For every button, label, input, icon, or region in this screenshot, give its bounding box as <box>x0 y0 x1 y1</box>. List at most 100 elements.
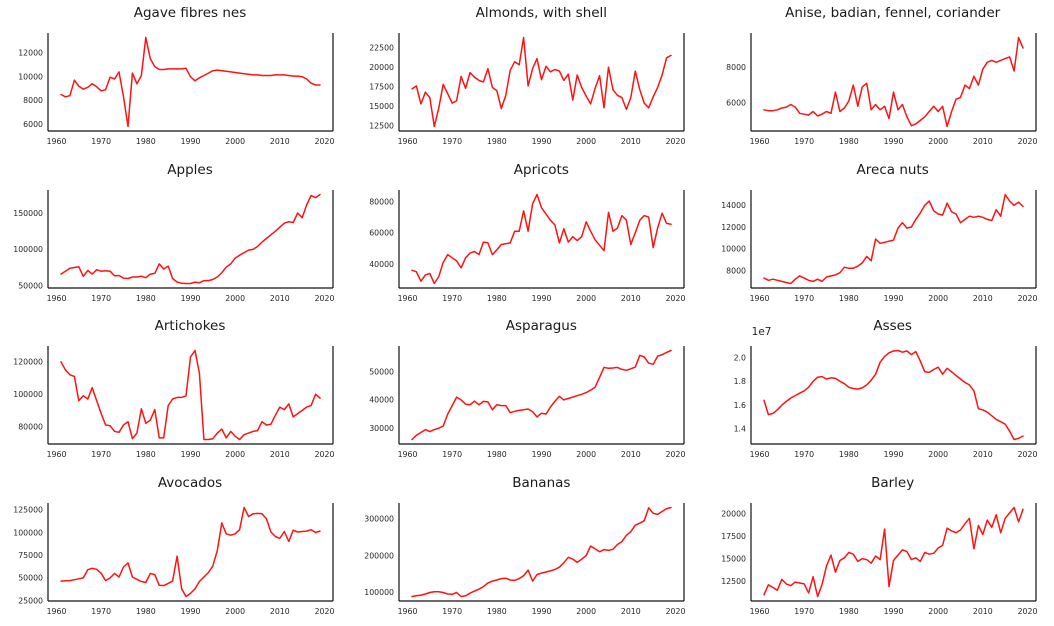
svg-text:8000: 8000 <box>726 266 746 275</box>
svg-text:2010: 2010 <box>270 137 290 146</box>
svg-text:1970: 1970 <box>443 450 463 459</box>
svg-text:2010: 2010 <box>621 607 641 616</box>
chart-title: Almonds, with shell <box>475 5 608 21</box>
svg-text:1970: 1970 <box>794 137 814 146</box>
svg-text:2020: 2020 <box>315 450 335 459</box>
line-chart: 1.4 1.6 1.8 2.0 1960 1970 1980 1990 2000 2010 2020 <box>733 346 1037 459</box>
chart-title: Apples <box>167 161 213 178</box>
svg-text:2010: 2010 <box>270 607 290 616</box>
svg-text:2000: 2000 <box>225 450 245 459</box>
svg-text:50000: 50000 <box>18 573 43 582</box>
svg-text:1990: 1990 <box>883 607 903 616</box>
line-chart: 50000 100000 150000 1960 1970 1980 1990 2000 201… <box>13 189 334 303</box>
svg-text:1980: 1980 <box>487 294 507 303</box>
line-chart: 12500 15000 17500 20000 1960 1970 1980 1990 2000… <box>721 502 1037 616</box>
svg-text:2010: 2010 <box>973 294 993 303</box>
svg-text:2020: 2020 <box>1017 450 1037 459</box>
svg-text:80000: 80000 <box>370 197 395 206</box>
svg-text:1980: 1980 <box>839 607 859 616</box>
svg-text:15000: 15000 <box>721 554 746 563</box>
svg-text:2000: 2000 <box>225 607 245 616</box>
svg-text:2010: 2010 <box>621 294 641 303</box>
chart-title: Barley <box>871 474 915 491</box>
svg-text:10000: 10000 <box>721 244 746 253</box>
subplot-avocados: Avocados 25000 50000 75000 100000 125000 1960… <box>0 470 351 626</box>
chart-title: Asses <box>873 318 912 334</box>
svg-text:1990: 1990 <box>883 450 903 459</box>
svg-text:1970: 1970 <box>794 450 814 459</box>
svg-text:1990: 1990 <box>181 607 201 616</box>
svg-text:2020: 2020 <box>315 137 335 146</box>
svg-text:14000: 14000 <box>721 201 746 210</box>
chart-title: Artichokes <box>154 318 226 334</box>
svg-text:1980: 1980 <box>839 450 859 459</box>
svg-text:2010: 2010 <box>973 607 993 616</box>
svg-text:15000: 15000 <box>370 102 395 111</box>
svg-text:1980: 1980 <box>136 450 156 459</box>
subplot-apples: Apples 50000 100000 150000 1960 1970 1980 1990… <box>0 157 351 314</box>
svg-text:2020: 2020 <box>1017 137 1037 146</box>
svg-text:1990: 1990 <box>181 294 201 303</box>
svg-text:2.0: 2.0 <box>733 353 745 362</box>
y-axis-offset-label: 1e7 <box>751 326 772 338</box>
svg-text:12000: 12000 <box>721 222 746 231</box>
svg-text:75000: 75000 <box>18 550 43 559</box>
svg-text:200000: 200000 <box>365 551 395 560</box>
svg-text:100000: 100000 <box>365 587 395 596</box>
svg-text:120000: 120000 <box>13 358 43 367</box>
svg-text:1970: 1970 <box>443 137 463 146</box>
subplot-artichokes: Artichokes 80000 100000 120000 1960 1970 1980… <box>0 313 351 470</box>
line-chart: 100000 200000 300000 1960 1970 1980 1990 2000 20… <box>365 502 686 616</box>
line-chart: 8000 10000 12000 14000 1960 1970 1980 1990 2000 2… <box>721 189 1037 303</box>
subplot-barley: Barley 12500 15000 17500 20000 1960 1970 1980 1… <box>703 470 1054 626</box>
subplot-almonds-with-shell: Almonds, with shell 12500 15000 17500 20000… <box>351 0 702 157</box>
svg-text:2000: 2000 <box>928 294 948 303</box>
svg-text:100000: 100000 <box>13 528 43 537</box>
svg-text:1980: 1980 <box>839 137 859 146</box>
subplot-bananas: Bananas 100000 200000 300000 1960 1970 1980 19… <box>351 470 702 626</box>
svg-text:40000: 40000 <box>370 396 395 405</box>
svg-text:1960: 1960 <box>398 137 418 146</box>
svg-text:1.4: 1.4 <box>733 425 745 434</box>
svg-text:1960: 1960 <box>47 607 67 616</box>
svg-text:2020: 2020 <box>666 450 686 459</box>
svg-text:20000: 20000 <box>370 63 395 72</box>
svg-text:1990: 1990 <box>883 294 903 303</box>
svg-text:10000: 10000 <box>18 72 43 81</box>
svg-text:1970: 1970 <box>443 607 463 616</box>
svg-text:1960: 1960 <box>47 450 67 459</box>
chart-title: Bananas <box>512 474 571 491</box>
svg-text:1970: 1970 <box>91 294 111 303</box>
subplot-asses: Asses 1e7 1.4 1.6 1.8 2.0 1960 1970 1980 1990 20… <box>703 313 1054 470</box>
svg-text:1980: 1980 <box>136 137 156 146</box>
line-chart: 80000 100000 120000 1960 1970 1980 1990 2000 201… <box>13 346 335 459</box>
svg-text:1980: 1980 <box>487 137 507 146</box>
svg-text:17500: 17500 <box>721 532 746 541</box>
svg-text:2000: 2000 <box>577 294 597 303</box>
svg-text:6000: 6000 <box>23 120 43 129</box>
svg-text:1980: 1980 <box>487 607 507 616</box>
chart-title: Asparagus <box>505 318 577 334</box>
svg-text:12000: 12000 <box>18 49 43 58</box>
subplot-agave-fibres-nes: Agave fibres nes 6000 8000 10000 12000 1960 1… <box>0 0 351 157</box>
svg-text:17500: 17500 <box>370 82 395 91</box>
svg-text:2010: 2010 <box>270 450 290 459</box>
svg-text:1.6: 1.6 <box>733 401 745 410</box>
svg-text:1970: 1970 <box>91 450 111 459</box>
svg-text:60000: 60000 <box>370 228 395 237</box>
svg-text:1960: 1960 <box>47 137 67 146</box>
svg-text:50000: 50000 <box>18 281 43 290</box>
svg-text:1990: 1990 <box>532 607 552 616</box>
svg-text:1960: 1960 <box>398 607 418 616</box>
svg-text:2000: 2000 <box>577 450 597 459</box>
svg-text:1980: 1980 <box>136 294 156 303</box>
svg-text:100000: 100000 <box>13 245 43 254</box>
svg-text:150000: 150000 <box>13 208 43 217</box>
svg-text:1990: 1990 <box>181 137 201 146</box>
svg-text:125000: 125000 <box>13 505 43 514</box>
svg-text:22500: 22500 <box>370 43 395 52</box>
svg-text:2000: 2000 <box>928 450 948 459</box>
svg-text:1980: 1980 <box>839 294 859 303</box>
svg-text:1960: 1960 <box>749 294 769 303</box>
svg-text:20000: 20000 <box>721 509 746 518</box>
